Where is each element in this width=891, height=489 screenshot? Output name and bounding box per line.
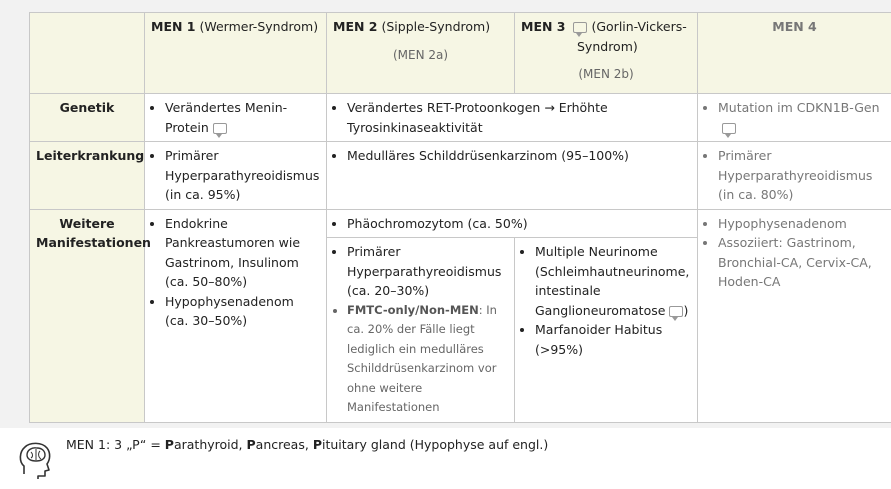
cell-leiter-men4: Primärer Hyperparathyreoidismus (in ca. … (697, 141, 891, 210)
list-item: Hypophysenadenom (718, 214, 885, 234)
men2-syndrome: (Sipple-Syndrom) (381, 19, 491, 34)
men3-syndrome-a: (Gorlin-Vickers- (591, 19, 687, 34)
header-men2: MEN 2 (Sipple-Syndrom) (MEN 2a) (326, 12, 515, 94)
row-genetik: Genetik Verändertes Menin-Protein Veränd… (29, 93, 891, 142)
men4-name: MEN 4 (772, 19, 817, 34)
header-men3: MEN 3 (Gorlin-Vickers- Syndrom) (MEN 2b) (514, 12, 698, 94)
head-brain-icon (19, 442, 51, 479)
table-area: MEN 1 (Wermer-Syndrom) MEN 2 (Sipple-Syn… (0, 0, 891, 428)
men3-subtitle: (MEN 2b) (578, 67, 634, 81)
list-item: Verändertes RET-Protoonkogen → Erhöhte T… (347, 98, 691, 137)
list-item: Assoziiert: Gastrinom, Bronchial-CA, Cer… (718, 233, 885, 292)
list-item: Endokrine Pankreastumoren wie Gastrinom,… (165, 214, 320, 292)
corner-cell (29, 12, 145, 94)
men2-subtitle: (MEN 2a) (392, 47, 449, 62)
list-item: Primärer Hyperparathyreoidismus (in ca. … (718, 146, 885, 205)
list-item: Primärer Hyperparathyreoidismus (ca. 20–… (347, 242, 508, 301)
list-item: Phäochromozytom (ca. 50%) (347, 214, 691, 234)
row-label-genetik: Genetik (29, 93, 145, 142)
header-men1: MEN 1 (Wermer-Syndrom) (144, 12, 327, 94)
list-item: FMTC-only/Non-MEN: In ca. 20% der Fälle … (347, 301, 508, 418)
men3-syndrome-b: Syndrom) (577, 38, 638, 54)
men2-name: MEN 2 (333, 19, 378, 34)
row-label-weitere: Weitere Manifestationen (29, 208, 151, 423)
comment-icon[interactable] (669, 305, 684, 321)
list-item: Hypophysenadenom (ca. 30–50%) (165, 292, 320, 331)
cell-weitere-men23: Phäochromozytom (ca. 50%) (326, 208, 698, 238)
mnemonic-text: MEN 1: 3 „P“ = Parathyroid, Pancreas, Pi… (66, 437, 549, 452)
cell-weitere-men2: Primärer Hyperparathyreoidismus (ca. 20–… (326, 237, 515, 423)
comment-icon[interactable] (722, 122, 736, 138)
cell-weitere-men1: Endokrine Pankreastumoren wie Gastrinom,… (144, 208, 327, 423)
row-weitere-2: Primärer Hyperparathyreoidismus (ca. 20–… (30, 237, 891, 423)
cell-leiter-men23: Medulläres Schilddrüsenkarzinom (95–100%… (326, 141, 698, 210)
cell-genetik-men1: Verändertes Menin-Protein (144, 93, 327, 142)
list-item: Verändertes Menin-Protein (165, 98, 320, 138)
row-leiterkrankung: Leiterkrankung Primärer Hyperparathyreoi… (29, 141, 891, 210)
mnemonic-box: MEN 1: 3 „P“ = Parathyroid, Pancreas, Pi… (0, 428, 891, 489)
men-table: MEN 1 (Wermer-Syndrom) MEN 2 (Sipple-Syn… (29, 12, 891, 423)
header-row: MEN 1 (Wermer-Syndrom) MEN 2 (Sipple-Syn… (29, 12, 891, 94)
list-item: Marfanoider Habitus (>95%) (535, 320, 691, 359)
list-item: Primärer Hyperparathyreoidismus (in ca. … (165, 146, 320, 205)
men3-name: MEN 3 (521, 19, 566, 34)
list-item: Medulläres Schilddrüsenkarzinom (95–100%… (347, 146, 691, 166)
comment-icon[interactable] (573, 22, 588, 37)
men1-syndrome: (Wermer-Syndrom) (199, 19, 319, 34)
cell-genetik-men23: Verändertes RET-Protoonkogen → Erhöhte T… (326, 93, 698, 142)
list-item: Mutation im CDKN1B-Gen (718, 98, 885, 138)
men1-name: MEN 1 (151, 19, 196, 34)
cell-genetik-men4: Mutation im CDKN1B-Gen (697, 93, 891, 142)
comment-icon[interactable] (212, 122, 227, 138)
row-label-leiterkrankung: Leiterkrankung (29, 141, 145, 210)
cell-weitere-men3: Multiple Neurinome (Schleimhautneurinome… (514, 237, 698, 423)
header-men4: MEN 4 (697, 12, 891, 94)
row-weitere-1: Weitere Manifestationen Endokrine Pankre… (29, 208, 891, 423)
cell-leiter-men1: Primärer Hyperparathyreoidismus (in ca. … (144, 141, 327, 210)
cell-weitere-men4: Hypophysenadenom Assoziiert: Gastrinom, … (697, 208, 891, 423)
list-item: Multiple Neurinome (Schleimhautneurinome… (535, 242, 691, 321)
